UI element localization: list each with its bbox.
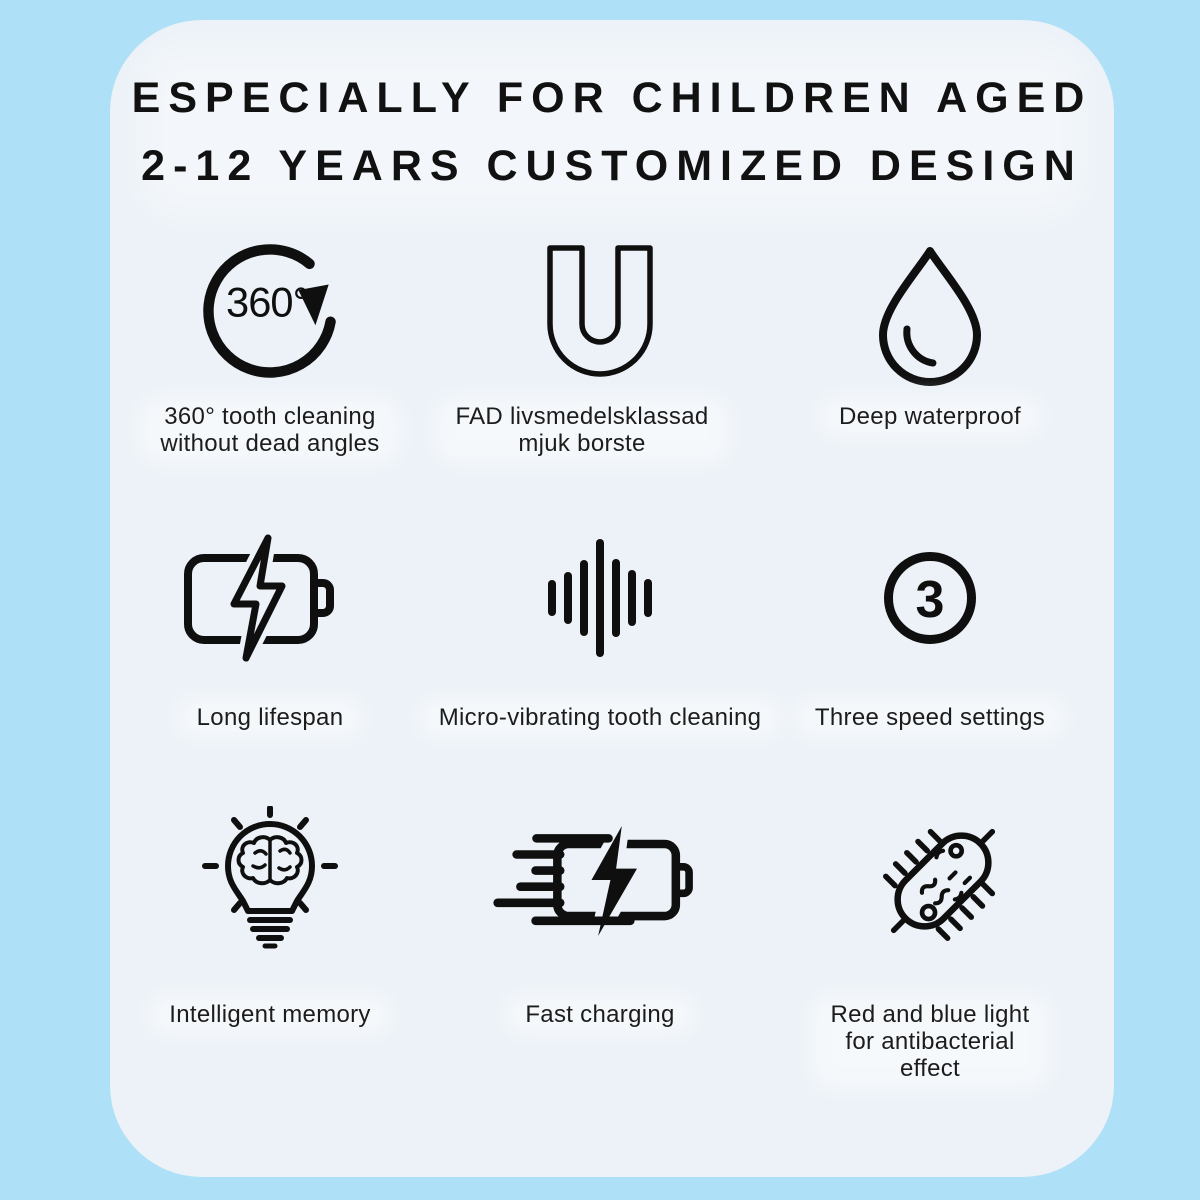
feature-soft-u-brush: FAD livsmedelsklassad mjuk borste bbox=[435, 225, 765, 518]
bacteria-icon bbox=[864, 795, 1022, 967]
brain-bulb-icon bbox=[195, 795, 345, 967]
feature-card: ESPECIALLY FOR CHILDREN AGED 2-12 YEARS … bbox=[110, 20, 1114, 1177]
feature-micro-vibrating: Micro-vibrating tooth cleaning bbox=[435, 518, 765, 811]
feature-waterproof: Deep waterproof bbox=[765, 225, 1095, 518]
circled-three-icon: 3 bbox=[880, 512, 980, 684]
feature-360-rotation: 360° 360° tooth cleaning without dead an… bbox=[105, 225, 435, 518]
sound-wave-icon bbox=[525, 512, 675, 684]
feature-caption: Intelligent memory bbox=[169, 1001, 371, 1028]
u-shape-brush-icon bbox=[525, 225, 675, 397]
360-label: 360° bbox=[226, 279, 308, 326]
three-label: 3 bbox=[916, 571, 945, 629]
water-drop-icon bbox=[855, 225, 1005, 397]
features-grid: 360° 360° tooth cleaning without dead an… bbox=[105, 225, 1095, 1104]
fast-charging-battery-icon bbox=[491, 795, 709, 967]
feature-intelligent-memory: Intelligent memory bbox=[105, 806, 435, 1104]
feature-fast-charging: Fast charging bbox=[435, 811, 765, 1104]
feature-caption: FAD livsmedelsklassad mjuk borste bbox=[455, 403, 709, 457]
feature-caption: Red and blue light for antibacterial eff… bbox=[830, 1001, 1030, 1082]
feature-long-lifespan: Long lifespan bbox=[105, 518, 435, 811]
feature-antibacterial-light: Red and blue light for antibacterial eff… bbox=[765, 811, 1095, 1104]
feature-caption: Micro-vibrating tooth cleaning bbox=[438, 704, 762, 731]
360-rotation-icon: 360° bbox=[199, 225, 341, 397]
feature-caption: Three speed settings bbox=[814, 704, 1046, 731]
page-title: ESPECIALLY FOR CHILDREN AGED 2-12 YEARS … bbox=[110, 64, 1114, 200]
title-line-1: ESPECIALLY FOR CHILDREN AGED bbox=[131, 74, 1093, 122]
feature-caption: Fast charging bbox=[525, 1001, 675, 1028]
feature-three-speeds: 3 Three speed settings bbox=[765, 518, 1095, 811]
feature-caption: Deep waterproof bbox=[839, 403, 1021, 430]
feature-caption: 360° tooth cleaning without dead angles bbox=[160, 403, 380, 457]
battery-bolt-icon bbox=[176, 512, 346, 684]
feature-caption: Long lifespan bbox=[196, 704, 344, 731]
title-line-2: 2-12 YEARS CUSTOMIZED DESIGN bbox=[141, 142, 1083, 190]
